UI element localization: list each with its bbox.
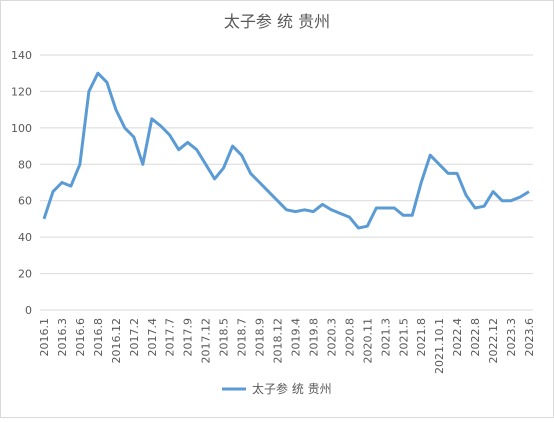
data-line bbox=[42, 71, 530, 230]
x-tick-label: 2018.5 bbox=[218, 318, 231, 357]
chart-title: 太子参 统 贵州 bbox=[224, 12, 330, 31]
x-tick-label: 2016.8 bbox=[92, 318, 105, 357]
x-tick-label: 2016.3 bbox=[56, 318, 69, 357]
x-tick-label: 2017.7 bbox=[164, 318, 177, 357]
y-tick-label: 100 bbox=[11, 122, 32, 135]
x-tick-label: 2020.11 bbox=[361, 318, 374, 364]
x-tick-label: 2018.9 bbox=[254, 318, 267, 357]
x-tick-label: 2017.2 bbox=[128, 318, 141, 357]
x-tick-label: 2019.8 bbox=[307, 318, 320, 357]
x-tick-label: 2017.4 bbox=[146, 318, 159, 357]
x-tick-label: 2021.8 bbox=[415, 318, 428, 357]
x-tick-label: 2021.10.1 bbox=[433, 318, 446, 374]
x-tick-label: 2016.12 bbox=[110, 318, 123, 364]
x-tick-label: 2022.4 bbox=[451, 318, 464, 357]
y-tick-label: 20 bbox=[18, 268, 32, 281]
x-tick-label: 2022.8 bbox=[469, 318, 482, 357]
y-tick-label: 60 bbox=[18, 195, 32, 208]
x-tick-label: 2023.6 bbox=[523, 318, 536, 357]
y-tick-label: 140 bbox=[11, 49, 32, 62]
x-tick-label: 2018.12 bbox=[272, 318, 285, 364]
legend-label: 太子参 统 贵州 bbox=[252, 381, 332, 396]
y-tick-label: 80 bbox=[18, 158, 32, 171]
x-tick-label: 2019.4 bbox=[289, 318, 302, 357]
x-tick-label: 2016.6 bbox=[74, 318, 87, 357]
x-tick-label: 2017.12 bbox=[200, 318, 213, 364]
x-tick-label: 2023.3 bbox=[505, 318, 518, 357]
x-tick-label: 2018.7 bbox=[236, 318, 249, 357]
y-tick-label: 120 bbox=[11, 85, 32, 98]
x-tick-label: 2016.1 bbox=[38, 318, 51, 357]
y-tick-label: 40 bbox=[18, 231, 32, 244]
x-tick-label: 2020.3 bbox=[325, 318, 338, 357]
x-tick-label: 2020.8 bbox=[343, 318, 356, 357]
x-tick-label: 2021.5 bbox=[397, 318, 410, 357]
x-tick-label: 2022.12 bbox=[487, 318, 500, 364]
y-tick-label: 0 bbox=[25, 304, 32, 317]
x-tick-label: 2021.3 bbox=[379, 318, 392, 357]
x-tick-label: 2017.9 bbox=[182, 318, 195, 357]
